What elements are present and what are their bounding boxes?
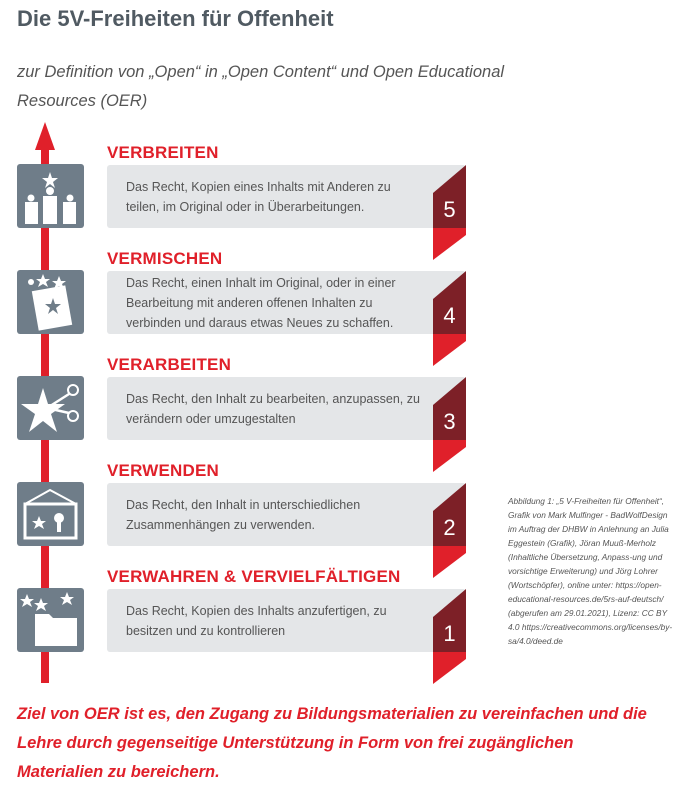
description-box: Das Recht, Kopien des Inhalts anzufertig…	[107, 589, 466, 652]
section-number: 1	[443, 621, 456, 646]
mix-stars-icon	[17, 270, 84, 334]
section-verwenden: VERWENDEN Das Recht, den Inhalt in unter…	[0, 461, 480, 578]
section-heading: VERWENDEN	[107, 461, 220, 480]
folder-stars-icon	[17, 588, 84, 652]
number-tab-icon	[433, 589, 466, 684]
number-tab-icon	[433, 165, 466, 260]
section-number: 2	[443, 515, 456, 540]
number-tab-icon	[433, 483, 466, 578]
section-verarbeiten: VERARBEITEN Das Recht, den Inhalt zu bea…	[0, 355, 480, 472]
conclusion-text: Ziel von OER ist es, den Zugang zu Bildu…	[17, 705, 647, 781]
number-tab-icon	[433, 377, 466, 472]
number-tab-icon	[433, 271, 466, 366]
section-number: 5	[443, 197, 456, 222]
section-heading: VERMISCHEN	[107, 249, 223, 268]
section-heading: VERARBEITEN	[107, 355, 232, 374]
description-box: Das Recht, Kopien eines Inhalts mit Ande…	[107, 165, 466, 228]
section-vermischen: VERMISCHEN Das Recht, einen Inhalt im Or…	[0, 249, 480, 366]
description-box: Das Recht, den Inhalt zu bearbeiten, anz…	[107, 377, 466, 440]
description-text: Das Recht, Kopien des Inhalts anzufertig…	[126, 603, 387, 638]
picture-frame-icon	[17, 482, 84, 546]
section-verwahren-vervielfältigen: VERWAHREN & VERVIELFÄLTIGEN Das Recht, K…	[0, 567, 480, 684]
scissors-star-icon	[17, 376, 84, 440]
page-title: Die 5V-Freiheiten für Offenheit	[17, 6, 334, 31]
section-heading: VERBREITEN	[107, 143, 219, 162]
description-text: Das Recht, einen Inhalt im Original, ode…	[126, 275, 396, 330]
subtitle: zur Definition von „Open“ in „Open Conte…	[17, 63, 505, 110]
section-heading: VERWAHREN & VERVIELFÄLTIGEN	[107, 567, 401, 586]
people-star-icon	[17, 164, 84, 228]
section-number: 3	[443, 409, 456, 434]
description-box: Das Recht, den Inhalt in unterschiedlich…	[107, 483, 466, 546]
description-box: Das Recht, einen Inhalt im Original, ode…	[107, 271, 466, 334]
section-verbreiten: VERBREITEN Das Recht, Kopien eines Inhal…	[0, 143, 480, 260]
section-number: 4	[443, 303, 456, 328]
description-text: Das Recht, Kopien eines Inhalts mit Ande…	[126, 179, 391, 214]
figure-caption: Abbildung 1: „5 V-Freiheiten für Offenhe…	[508, 496, 673, 646]
description-text: Das Recht, den Inhalt zu bearbeiten, anz…	[126, 391, 420, 426]
description-text: Das Recht, den Inhalt in unterschiedlich…	[126, 497, 361, 532]
